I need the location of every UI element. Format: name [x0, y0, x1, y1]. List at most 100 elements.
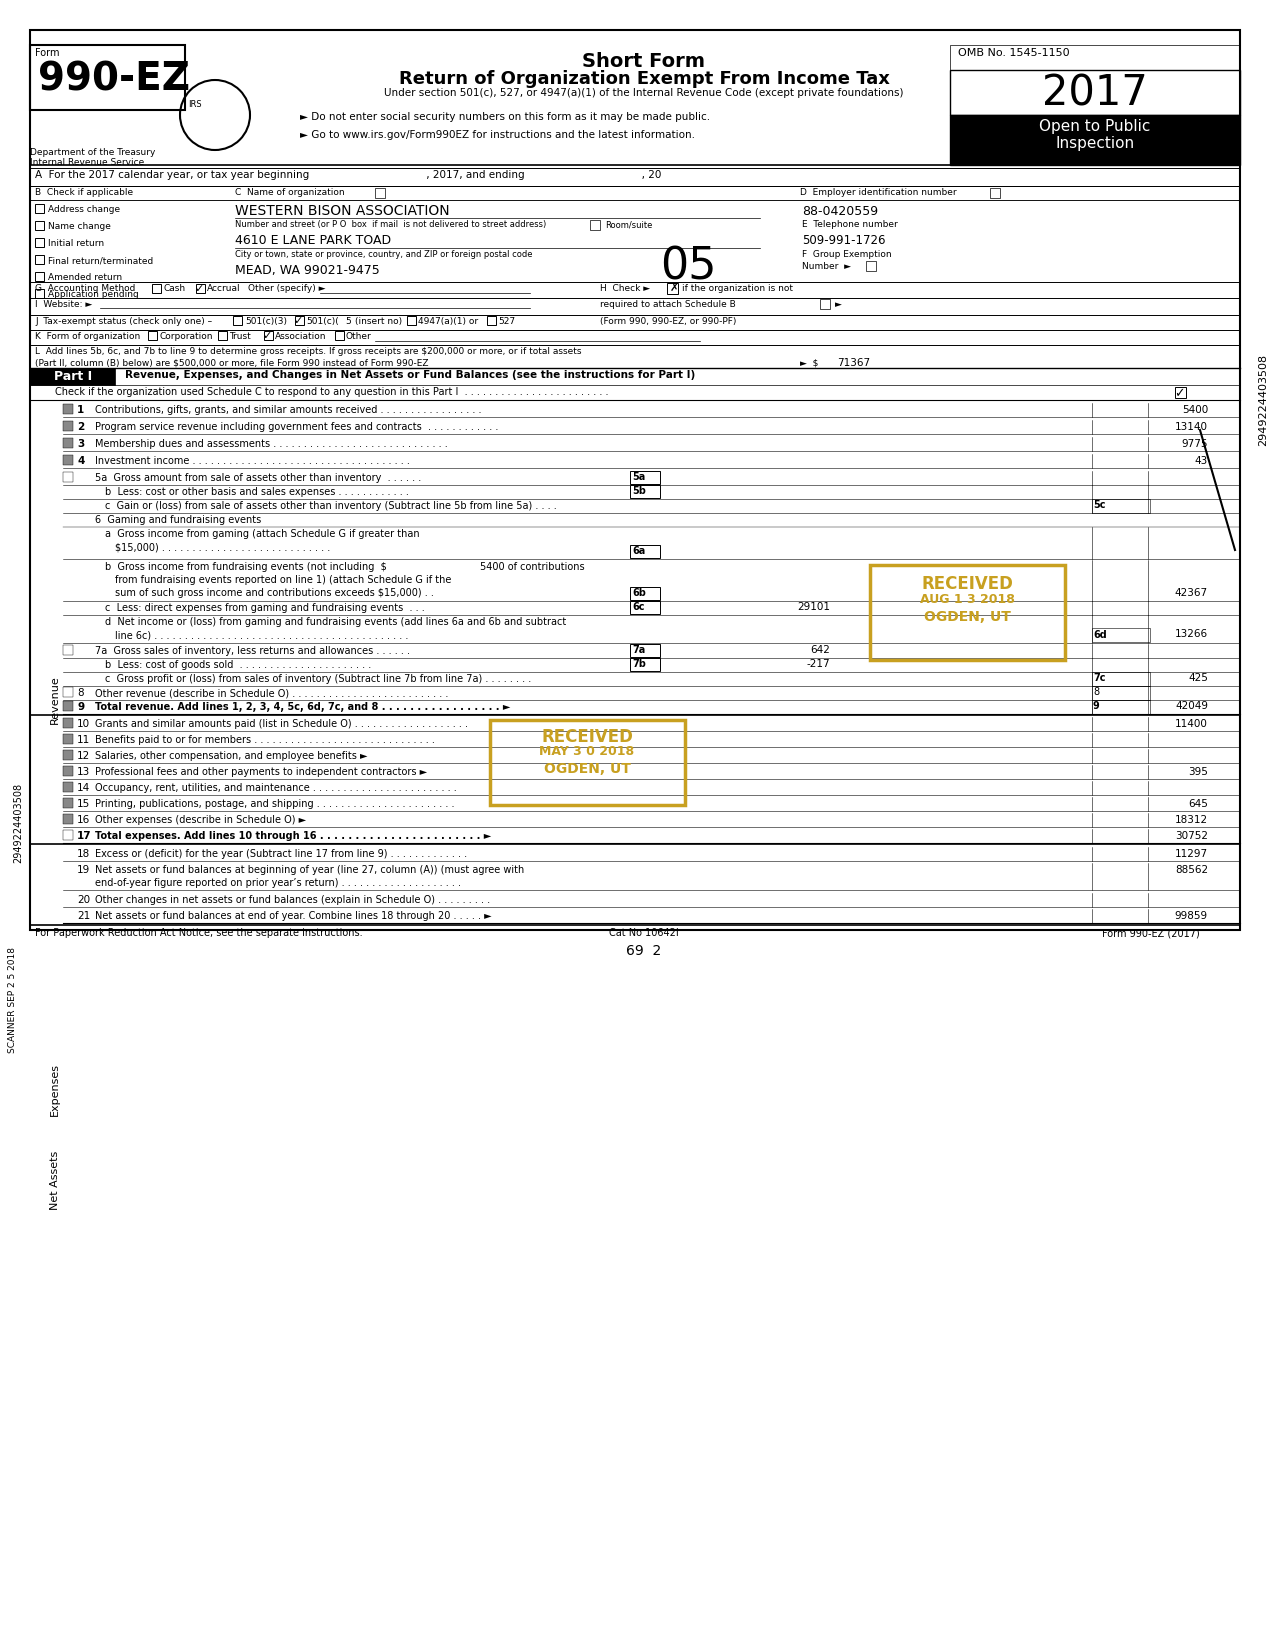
Text: Program service revenue including government fees and contracts  . . . . . . . .: Program service revenue including govern…: [95, 421, 498, 431]
Text: 2: 2: [77, 421, 84, 431]
Bar: [407, 316, 416, 324]
Text: F  Group Exemption: F Group Exemption: [802, 250, 891, 258]
Text: 88562: 88562: [1175, 866, 1208, 876]
Text: required to attach Schedule B: required to attach Schedule B: [600, 300, 735, 309]
Text: 7b: 7b: [632, 658, 645, 668]
Text: Membership dues and assessments . . . . . . . . . . . . . . . . . . . . . . . . : Membership dues and assessments . . . . …: [95, 439, 448, 449]
Bar: [951, 115, 1240, 165]
Text: Form 990-EZ (2017): Form 990-EZ (2017): [1103, 928, 1200, 938]
Bar: [295, 316, 304, 324]
Text: 16: 16: [77, 815, 90, 825]
Text: 11400: 11400: [1175, 719, 1208, 729]
Text: K  Form of organization: K Form of organization: [35, 332, 140, 341]
Bar: [218, 331, 227, 341]
Text: Grants and similar amounts paid (list in Schedule O) . . . . . . . . . . . . . .: Grants and similar amounts paid (list in…: [95, 719, 468, 729]
Bar: [630, 601, 659, 614]
Bar: [63, 472, 73, 482]
Text: 88-0420559: 88-0420559: [802, 206, 878, 217]
Text: ►  $: ► $: [800, 357, 818, 367]
Bar: [35, 272, 44, 281]
Text: 4610 E LANE PARK TOAD: 4610 E LANE PARK TOAD: [234, 234, 392, 247]
Text: 6a: 6a: [632, 546, 645, 556]
Text: Other (specify) ►: Other (specify) ►: [249, 285, 326, 293]
Text: Check if the organization used Schedule C to respond to any question in this Par: Check if the organization used Schedule …: [55, 387, 608, 397]
Text: 4: 4: [77, 456, 85, 466]
Text: Printing, publications, postage, and shipping . . . . . . . . . . . . . . . . . : Printing, publications, postage, and shi…: [95, 798, 455, 808]
Text: (Part II, column (B) below) are $500,000 or more, file Form 990 instead of Form : (Part II, column (B) below) are $500,000…: [35, 357, 429, 367]
Text: Total revenue. Add lines 1, 2, 3, 4, 5c, 6d, 7c, and 8 . . . . . . . . . . . . .: Total revenue. Add lines 1, 2, 3, 4, 5c,…: [95, 701, 510, 713]
Text: RECEIVED: RECEIVED: [921, 574, 1012, 593]
Text: C  Name of organization: C Name of organization: [234, 188, 345, 198]
Text: Corporation: Corporation: [158, 332, 213, 341]
Text: Department of the Treasury
Internal Revenue Service: Department of the Treasury Internal Reve…: [30, 148, 156, 168]
Bar: [35, 239, 44, 247]
Text: ►: ►: [835, 300, 842, 309]
Text: b  Less: cost of goods sold  . . . . . . . . . . . . . . . . . . . . . .: b Less: cost of goods sold . . . . . . .…: [106, 660, 371, 670]
Text: 21: 21: [77, 910, 90, 922]
Bar: [63, 815, 73, 825]
Text: E  Telephone number: E Telephone number: [802, 221, 898, 229]
Bar: [375, 188, 385, 198]
Text: SCANNER SEP 2 5 2018: SCANNER SEP 2 5 2018: [8, 946, 17, 1053]
Bar: [63, 830, 73, 839]
Text: 395: 395: [1188, 767, 1208, 777]
Text: 15: 15: [77, 798, 90, 808]
Bar: [63, 701, 73, 711]
Text: Total expenses. Add lines 10 through 16 . . . . . . . . . . . . . . . . . . . . : Total expenses. Add lines 10 through 16 …: [95, 831, 491, 841]
Text: b  Less: cost or other basis and sales expenses . . . . . . . . . . . .: b Less: cost or other basis and sales ex…: [106, 487, 408, 497]
Text: Other changes in net assets or fund balances (explain in Schedule O) . . . . . .: Other changes in net assets or fund bala…: [95, 895, 491, 905]
Text: 6c: 6c: [632, 602, 644, 612]
Text: d  Net income or (loss) from gaming and fundraising events (add lines 6a and 6b : d Net income or (loss) from gaming and f…: [106, 617, 567, 627]
Bar: [30, 369, 115, 385]
Text: $15,000) . . . . . . . . . . . . . . . . . . . . . . . . . . . .: $15,000) . . . . . . . . . . . . . . . .…: [115, 542, 330, 551]
Text: 5400: 5400: [1182, 405, 1208, 415]
Text: 19: 19: [77, 866, 90, 876]
Text: City or town, state or province, country, and ZIP or foreign postal code: City or town, state or province, country…: [234, 250, 532, 258]
Text: Number and street (or P O  box  if mail  is not delivered to street address): Number and street (or P O box if mail is…: [234, 221, 546, 229]
Text: 17: 17: [77, 831, 91, 841]
Bar: [63, 403, 73, 415]
Text: 9775: 9775: [1181, 439, 1208, 449]
Text: 30752: 30752: [1175, 831, 1208, 841]
Text: 69  2: 69 2: [626, 945, 662, 958]
Bar: [63, 751, 73, 760]
Text: end-of-year figure reported on prior year’s return) . . . . . . . . . . . . . . : end-of-year figure reported on prior yea…: [95, 877, 461, 887]
Text: Occupancy, rent, utilities, and maintenance . . . . . . . . . . . . . . . . . . : Occupancy, rent, utilities, and maintena…: [95, 783, 457, 793]
Bar: [820, 300, 829, 309]
Text: Other expenses (describe in Schedule O) ►: Other expenses (describe in Schedule O) …: [95, 815, 307, 825]
Text: Part I: Part I: [54, 370, 91, 384]
Text: 4947(a)(1) or: 4947(a)(1) or: [419, 318, 478, 326]
Text: Final return/terminated: Final return/terminated: [48, 257, 153, 265]
Text: ► Do not enter social security numbers on this form as it may be made public.: ► Do not enter social security numbers o…: [300, 112, 710, 122]
Bar: [335, 331, 344, 341]
Text: 1: 1: [77, 405, 84, 415]
Text: 990-EZ: 990-EZ: [39, 59, 191, 99]
Text: Contributions, gifts, grants, and similar amounts received . . . . . . . . . . .: Contributions, gifts, grants, and simila…: [95, 405, 482, 415]
Bar: [630, 545, 659, 558]
Text: c  Gross profit or (loss) from sales of inventory (Subtract line 7b from line 7a: c Gross profit or (loss) from sales of i…: [106, 673, 531, 685]
Text: Other: Other: [346, 332, 372, 341]
Text: ✓: ✓: [292, 316, 303, 326]
Bar: [63, 798, 73, 808]
Text: 11297: 11297: [1175, 849, 1208, 859]
Text: Revenue: Revenue: [50, 675, 61, 724]
Bar: [152, 285, 161, 293]
Text: 5400 of contributions: 5400 of contributions: [480, 561, 585, 573]
Bar: [630, 471, 659, 484]
Bar: [148, 331, 157, 341]
Text: ► Go to www.irs.gov/Form990EZ for instructions and the latest information.: ► Go to www.irs.gov/Form990EZ for instru…: [300, 130, 696, 140]
Text: B  Check if applicable: B Check if applicable: [35, 188, 133, 198]
Text: Application pending: Application pending: [48, 290, 139, 300]
Text: H  Check ►: H Check ►: [600, 285, 650, 293]
Text: 527: 527: [498, 318, 515, 326]
Text: Cat No 10642I: Cat No 10642I: [609, 928, 679, 938]
Text: c  Less: direct expenses from gaming and fundraising events  . . .: c Less: direct expenses from gaming and …: [106, 602, 425, 612]
Text: 13: 13: [77, 767, 90, 777]
Text: D  Employer identification number: D Employer identification number: [800, 188, 957, 198]
Text: ✓: ✓: [261, 331, 272, 341]
Text: 9: 9: [77, 701, 84, 713]
Text: line 6c) . . . . . . . . . . . . . . . . . . . . . . . . . . . . . . . . . . . .: line 6c) . . . . . . . . . . . . . . . .…: [115, 630, 408, 640]
Text: 7a  Gross sales of inventory, less returns and allowances . . . . . .: 7a Gross sales of inventory, less return…: [95, 645, 410, 657]
Bar: [1092, 499, 1150, 514]
Text: Amended return: Amended return: [48, 273, 122, 281]
